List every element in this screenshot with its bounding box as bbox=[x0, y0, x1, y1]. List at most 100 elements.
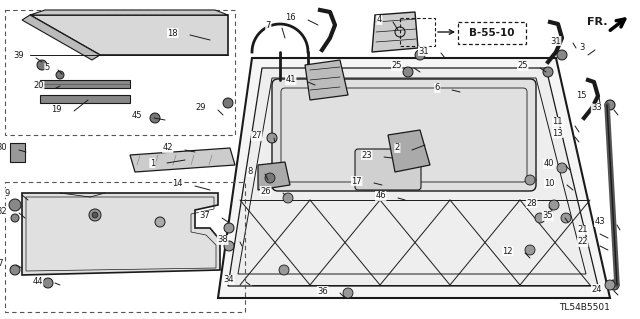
Text: 23: 23 bbox=[362, 151, 372, 160]
Circle shape bbox=[535, 213, 545, 223]
Text: 27: 27 bbox=[252, 131, 262, 140]
Circle shape bbox=[525, 245, 535, 255]
Text: 5: 5 bbox=[45, 63, 50, 72]
Text: 18: 18 bbox=[168, 28, 178, 38]
Circle shape bbox=[155, 217, 165, 227]
Circle shape bbox=[279, 265, 289, 275]
Circle shape bbox=[267, 133, 277, 143]
Circle shape bbox=[605, 100, 615, 110]
Circle shape bbox=[283, 193, 293, 203]
Polygon shape bbox=[30, 15, 228, 55]
Circle shape bbox=[89, 209, 101, 221]
Circle shape bbox=[528, 176, 536, 184]
Circle shape bbox=[557, 163, 567, 173]
Bar bbox=[5, 182, 245, 312]
Polygon shape bbox=[30, 10, 228, 15]
Polygon shape bbox=[388, 130, 430, 172]
Text: 29: 29 bbox=[195, 103, 206, 113]
FancyBboxPatch shape bbox=[272, 79, 536, 191]
Circle shape bbox=[549, 200, 559, 210]
FancyBboxPatch shape bbox=[355, 149, 421, 190]
Circle shape bbox=[343, 288, 353, 298]
Polygon shape bbox=[218, 58, 610, 298]
Polygon shape bbox=[130, 148, 235, 172]
Polygon shape bbox=[10, 143, 25, 162]
Text: 15: 15 bbox=[577, 91, 587, 100]
Polygon shape bbox=[258, 162, 290, 190]
Text: 44: 44 bbox=[33, 277, 43, 286]
Text: 16: 16 bbox=[285, 13, 296, 23]
Text: 3: 3 bbox=[580, 43, 585, 53]
Text: 9: 9 bbox=[4, 189, 10, 197]
Polygon shape bbox=[22, 193, 220, 275]
Text: 13: 13 bbox=[552, 129, 563, 137]
Text: 35: 35 bbox=[542, 211, 553, 220]
Text: TL54B5501: TL54B5501 bbox=[559, 303, 610, 313]
Text: 4: 4 bbox=[377, 16, 382, 25]
Circle shape bbox=[403, 67, 413, 77]
Circle shape bbox=[415, 50, 425, 60]
Text: 25: 25 bbox=[518, 62, 528, 70]
Text: 43: 43 bbox=[595, 218, 605, 226]
Circle shape bbox=[43, 278, 53, 288]
Bar bbox=[5, 10, 235, 135]
Text: 19: 19 bbox=[51, 105, 62, 114]
Text: 6: 6 bbox=[435, 84, 440, 93]
Circle shape bbox=[150, 113, 160, 123]
Text: 47: 47 bbox=[0, 258, 4, 268]
Text: 41: 41 bbox=[285, 76, 296, 85]
Circle shape bbox=[561, 213, 571, 223]
Text: 22: 22 bbox=[577, 238, 588, 247]
Text: 8: 8 bbox=[248, 167, 253, 176]
Circle shape bbox=[543, 67, 553, 77]
Text: 46: 46 bbox=[376, 191, 386, 201]
Circle shape bbox=[609, 280, 619, 290]
Circle shape bbox=[289, 116, 297, 124]
Text: 40: 40 bbox=[543, 160, 554, 168]
Circle shape bbox=[56, 71, 64, 79]
Circle shape bbox=[11, 214, 19, 222]
Text: 1: 1 bbox=[150, 159, 155, 167]
Polygon shape bbox=[305, 60, 348, 100]
Text: 36: 36 bbox=[317, 286, 328, 295]
Text: 38: 38 bbox=[217, 235, 228, 244]
Text: 39: 39 bbox=[13, 51, 24, 61]
Text: 37: 37 bbox=[199, 211, 210, 220]
Text: FR.: FR. bbox=[586, 17, 607, 27]
Text: 31: 31 bbox=[550, 36, 561, 46]
Circle shape bbox=[278, 176, 286, 184]
Text: 32: 32 bbox=[0, 206, 7, 216]
Text: 10: 10 bbox=[545, 179, 555, 188]
Circle shape bbox=[525, 175, 535, 185]
Text: 17: 17 bbox=[351, 176, 362, 186]
Bar bbox=[458, 22, 526, 44]
Circle shape bbox=[224, 241, 234, 251]
Text: 21: 21 bbox=[577, 226, 588, 234]
Text: 14: 14 bbox=[173, 180, 183, 189]
Circle shape bbox=[605, 280, 615, 290]
Text: 7: 7 bbox=[266, 21, 271, 31]
Text: 30: 30 bbox=[0, 144, 7, 152]
Text: 26: 26 bbox=[260, 187, 271, 196]
Polygon shape bbox=[40, 95, 130, 103]
Polygon shape bbox=[228, 68, 598, 286]
Circle shape bbox=[265, 173, 275, 183]
Text: 28: 28 bbox=[526, 198, 537, 207]
Circle shape bbox=[224, 223, 234, 233]
Text: 45: 45 bbox=[131, 112, 142, 121]
Circle shape bbox=[557, 50, 567, 60]
Text: 31: 31 bbox=[419, 47, 429, 56]
Circle shape bbox=[351, 126, 359, 134]
Polygon shape bbox=[372, 12, 418, 52]
Circle shape bbox=[9, 199, 21, 211]
Circle shape bbox=[506, 126, 514, 134]
Circle shape bbox=[223, 98, 233, 108]
Circle shape bbox=[37, 60, 47, 70]
Polygon shape bbox=[22, 15, 100, 60]
Text: 20: 20 bbox=[33, 81, 44, 91]
Text: 34: 34 bbox=[223, 276, 234, 285]
Text: 42: 42 bbox=[163, 144, 173, 152]
Text: 33: 33 bbox=[591, 103, 602, 113]
Text: 11: 11 bbox=[552, 117, 563, 127]
Text: 2: 2 bbox=[395, 144, 400, 152]
